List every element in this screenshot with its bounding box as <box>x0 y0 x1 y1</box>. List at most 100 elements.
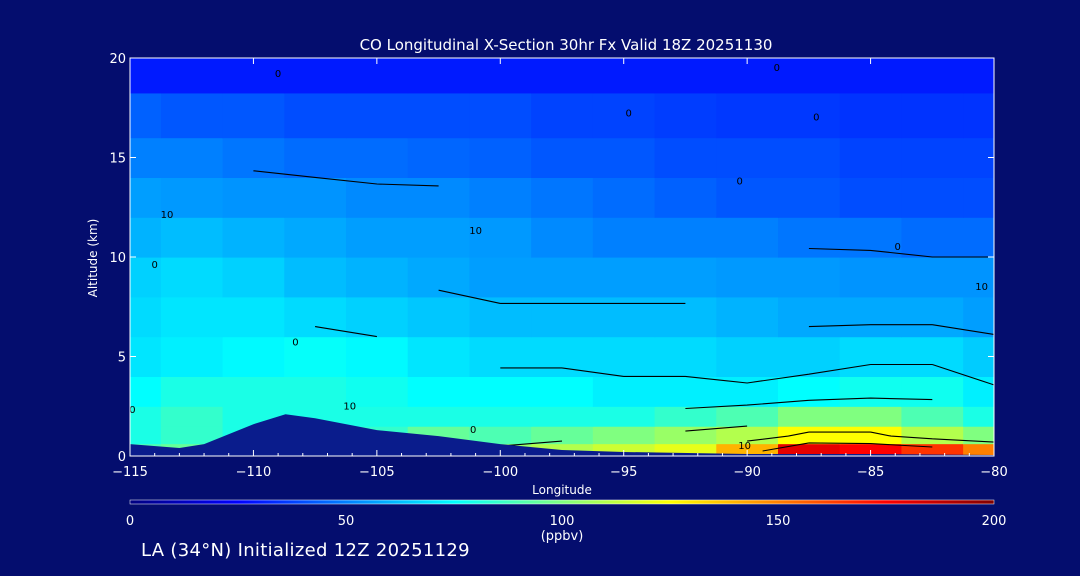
x-tick-label: −90 <box>733 465 760 480</box>
x-tick-label: −110 <box>236 465 272 480</box>
heat-cell <box>778 217 841 258</box>
heat-cell <box>160 217 224 258</box>
heat-cell <box>963 426 994 445</box>
heat-cell <box>839 443 903 456</box>
x-tick-label: −105 <box>359 465 395 480</box>
heat-cell <box>901 406 964 427</box>
heat-cell <box>222 296 285 338</box>
heat-cell <box>130 92 162 139</box>
heat-cell <box>778 257 841 298</box>
heat-cell <box>963 217 994 258</box>
heat-cell <box>901 257 964 298</box>
heat-cell <box>469 406 532 427</box>
contour-label: 0 <box>470 425 476 436</box>
colorbar-unit: (ppbv) <box>541 529 584 544</box>
heat-cell <box>130 296 162 338</box>
footer-init-text: LA (34°N) Initialized 12Z 20251129 <box>141 540 470 561</box>
heat-cell <box>839 336 903 377</box>
heat-cell <box>346 376 409 407</box>
contour-label: 10 <box>738 441 751 452</box>
heat-cell <box>901 376 964 407</box>
heat-cell <box>160 257 224 298</box>
heat-cell <box>839 137 903 178</box>
heat-cell <box>160 406 224 427</box>
heat-cell <box>963 296 994 338</box>
heat-cell <box>130 376 162 407</box>
heat-cell <box>778 406 841 427</box>
heat-cell <box>160 296 224 338</box>
heat-cell <box>160 336 224 377</box>
heat-cell <box>284 257 347 298</box>
heat-cell <box>160 177 224 218</box>
heat-cell <box>592 257 656 298</box>
heat-cell <box>716 336 779 377</box>
heat-cell <box>963 177 994 218</box>
contour-label: 10 <box>975 282 988 293</box>
contour-label: 0 <box>625 109 631 120</box>
heat-cell <box>778 58 841 94</box>
heat-cell <box>531 406 594 427</box>
heat-cell <box>901 217 964 258</box>
heat-cell <box>901 137 964 178</box>
contour-label: 0 <box>813 113 819 124</box>
heat-cell <box>531 137 594 178</box>
heat-cell <box>130 426 162 445</box>
heat-cell <box>469 92 532 139</box>
heat-cell <box>407 58 471 94</box>
x-tick-label: −80 <box>980 465 1007 480</box>
heat-cell <box>346 296 409 338</box>
heat-cell <box>716 376 779 407</box>
heat-cell <box>160 137 224 178</box>
contour-line <box>685 397 933 410</box>
heat-cell <box>407 406 471 427</box>
heat-cell <box>130 217 162 258</box>
heat-cell <box>963 443 994 456</box>
contour-line <box>438 289 994 335</box>
x-tick-label: −115 <box>112 465 148 480</box>
heat-cell <box>531 92 594 139</box>
contour-label: 0 <box>151 260 157 271</box>
heat-cell <box>407 92 471 139</box>
heat-cell <box>654 336 717 377</box>
heat-cell <box>160 58 224 94</box>
contour-label-layer: 0 0 0 0 0 10 10 0 0 10 0 10 0 10 0 <box>129 63 988 452</box>
heat-cell <box>531 177 594 218</box>
y-tick-label: 20 <box>109 52 126 67</box>
heat-cell <box>222 92 285 139</box>
y-tick-label: 5 <box>118 351 126 366</box>
contour-label: 0 <box>129 405 135 416</box>
heat-cell <box>284 177 347 218</box>
contour-line <box>762 442 933 452</box>
heat-cell <box>346 257 409 298</box>
heat-cell <box>222 177 285 218</box>
heat-cell <box>716 296 779 338</box>
heat-cell <box>839 426 903 445</box>
heat-cell <box>839 257 903 298</box>
heat-cell <box>469 376 532 407</box>
heat-cell <box>839 376 903 407</box>
heat-cell <box>407 137 471 178</box>
heat-cell <box>284 336 347 377</box>
contour-label: 0 <box>292 338 298 349</box>
heat-cell <box>592 217 656 258</box>
heat-cell <box>160 376 224 407</box>
heat-cell <box>778 426 841 445</box>
heat-cell <box>778 92 841 139</box>
heat-cell <box>963 257 994 298</box>
contour-label: 0 <box>737 176 743 187</box>
heat-cell <box>346 92 409 139</box>
heat-cell <box>531 257 594 298</box>
contour-layer <box>253 170 994 452</box>
x-tick-label: −85 <box>857 465 884 480</box>
heat-cell <box>654 177 717 218</box>
heat-cell <box>130 257 162 298</box>
y-tick-label: 0 <box>118 450 126 465</box>
contour-label: 10 <box>343 401 356 412</box>
contour-line <box>315 326 994 386</box>
y-tick-label: 10 <box>109 251 126 266</box>
heat-cell <box>716 217 779 258</box>
heat-cell <box>160 426 224 445</box>
heat-cell <box>407 177 471 218</box>
heat-cell <box>469 217 532 258</box>
